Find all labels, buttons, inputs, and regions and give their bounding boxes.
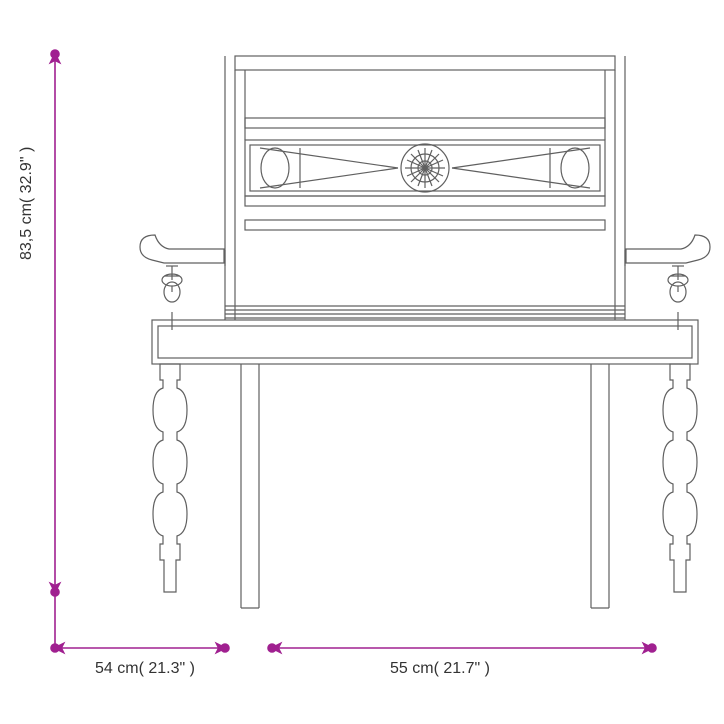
height-dimension-label: 83,5 cm( 32.9" ) bbox=[18, 147, 36, 260]
width-dimension-label: 55 cm( 21.7" ) bbox=[390, 660, 490, 678]
dimension-diagram: 83,5 cm( 32.9" ) 54 cm( 21.3" ) 55 cm( 2… bbox=[0, 0, 724, 724]
diagram-svg bbox=[0, 0, 724, 724]
chair-drawing bbox=[140, 56, 710, 608]
depth-dimension-label: 54 cm( 21.3" ) bbox=[95, 660, 195, 678]
